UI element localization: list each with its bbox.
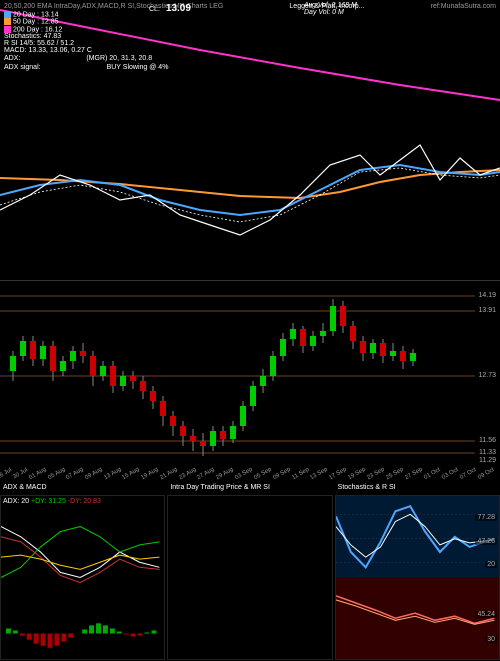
stoch-panel-title: Stochastics & R SI bbox=[338, 484, 396, 491]
avg-vol-label: Avg Vol: bbox=[304, 2, 330, 9]
adx-value: (MGR) 20, 31.3, 20.8 bbox=[86, 54, 152, 63]
adx-values-label: ADX: 20 +DY: 31.25 -DY: 20.83 bbox=[3, 498, 101, 505]
adx-macd-panel: ADX & MACD ADX: 20 +DY: 31.25 -DY: 20.83 bbox=[0, 495, 165, 660]
ema-legend: 20 Day : 13.1450 Day : 12.85200 Day : 16… bbox=[4, 11, 496, 33]
day-vol-value: 0 M bbox=[332, 9, 344, 16]
day-vol-label: Day Vol: bbox=[304, 9, 330, 16]
indicator-legend: Stochastics: 47.83R SI 14/5: 55.62 / 51.… bbox=[4, 33, 496, 54]
close-value: 13.09 bbox=[166, 2, 191, 15]
indicator-panels: ADX & MACD ADX: 20 +DY: 31.25 -DY: 20.83… bbox=[0, 495, 500, 660]
source-ref: ref:MunafaSutra.com bbox=[431, 2, 496, 11]
adx-signal-label: ADX signal: bbox=[4, 63, 41, 72]
candlestick-chart: 14.1913.9112.7311.5611.3311.29 bbox=[0, 280, 500, 470]
stochastics-panel: Stochastics & R SI 77.2847.262045.2430 bbox=[335, 495, 500, 660]
adx-label: ADX: bbox=[4, 54, 20, 63]
adx-signal-value: BUY Slowing @ 4% bbox=[107, 63, 169, 72]
avg-vol-value: 2.168 M bbox=[332, 2, 357, 9]
intraday-panel: Intra Day Trading Price & MR SI bbox=[167, 495, 332, 660]
chart-header: 20,50,200 EMA IntraDay,ADX,MACD,R SI,Sto… bbox=[4, 2, 496, 72]
close-label: CL: bbox=[149, 5, 160, 14]
intraday-panel-title: Intra Day Trading Price & MR SI bbox=[170, 484, 270, 491]
adx-panel-title: ADX & MACD bbox=[3, 484, 47, 491]
